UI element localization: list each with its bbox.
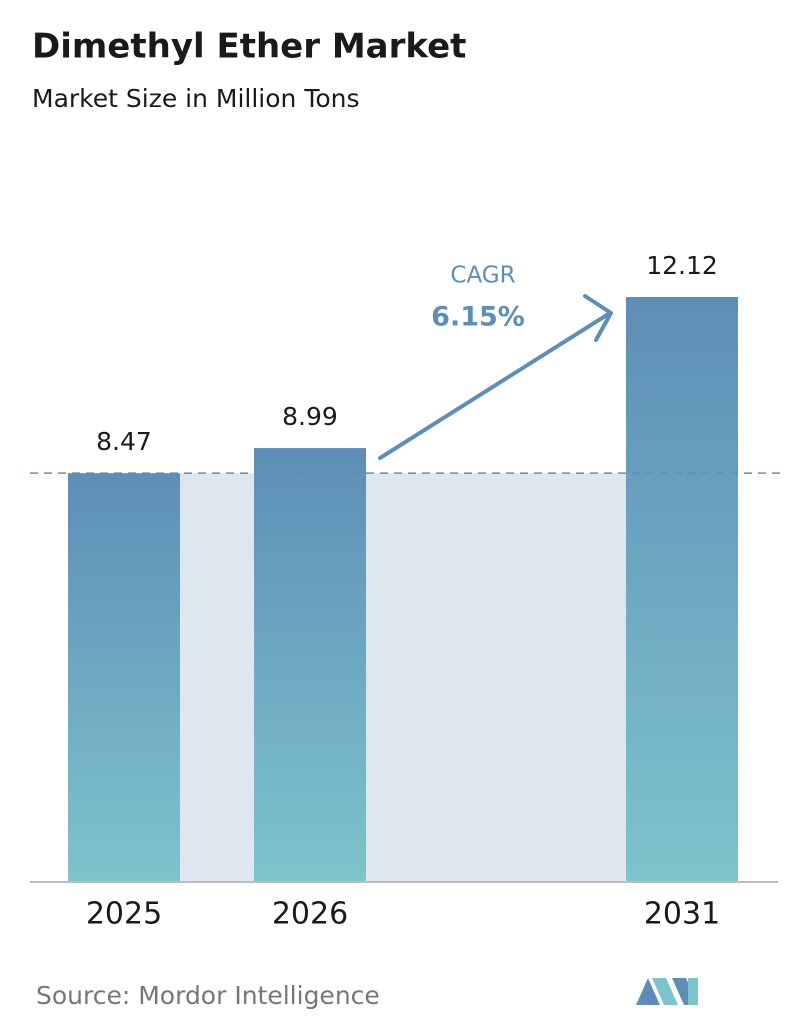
chart-title: Dimethyl Ether Market bbox=[32, 27, 466, 67]
bar bbox=[68, 473, 180, 882]
logo bbox=[636, 978, 698, 1005]
cagr-label: CAGR bbox=[450, 263, 515, 289]
x-tick-label: 2031 bbox=[644, 897, 720, 932]
data-label: 8.47 bbox=[96, 427, 152, 456]
data-label: 8.99 bbox=[282, 402, 338, 431]
data-label: 12.12 bbox=[646, 251, 718, 280]
x-tick-label: 2025 bbox=[86, 897, 162, 932]
bar bbox=[626, 297, 738, 882]
chart-subtitle: Market Size in Million Tons bbox=[32, 84, 360, 113]
reference-band bbox=[180, 473, 626, 882]
cagr-arrow bbox=[378, 311, 612, 460]
source: Source: Mordor Intelligence bbox=[36, 981, 380, 1010]
cagr-arrowhead bbox=[583, 294, 613, 342]
cagr-value: 6.15% bbox=[431, 302, 525, 333]
x-tick-label: 2026 bbox=[272, 897, 348, 932]
bar bbox=[254, 448, 366, 882]
cagr-annotation: CAGR 6.15% bbox=[378, 263, 613, 460]
